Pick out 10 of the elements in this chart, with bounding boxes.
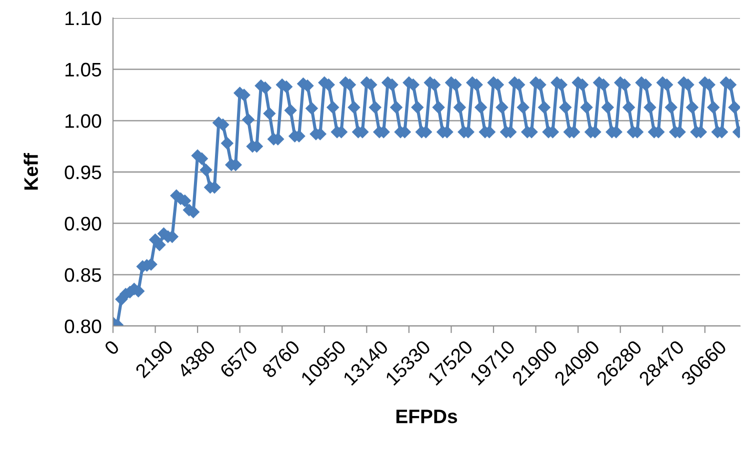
y-axis-title: Keff — [24, 153, 38, 190]
y-tick-label: 1.00 — [66, 114, 102, 128]
y-tick-label: 0.85 — [64, 268, 102, 282]
y-tick-label: 0.80 — [64, 319, 102, 334]
y-tick-label: 1.05 — [66, 62, 102, 77]
y-tick-label: 1.10 — [66, 11, 102, 26]
x-tick-label: 0 — [104, 339, 120, 356]
x-axis-title: EFPDs — [396, 410, 458, 424]
y-tick-label: 0.90 — [64, 216, 102, 231]
y-tick-label: 0.95 — [64, 165, 102, 180]
